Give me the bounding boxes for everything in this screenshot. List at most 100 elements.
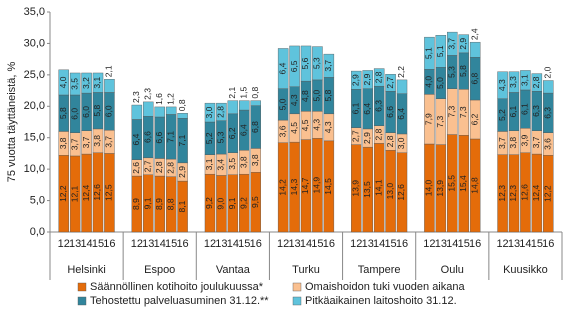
value-label: 13,9 <box>351 180 361 197</box>
value-label: 6,1 <box>520 103 530 115</box>
bar-segment <box>143 101 154 117</box>
legend-swatch <box>292 296 302 306</box>
value-label: 5,0 <box>277 98 287 110</box>
value-label: 5,8 <box>92 105 102 117</box>
x-tick-label: 13 <box>142 238 154 250</box>
value-label: 4,5 <box>300 119 310 131</box>
x-tick-label: 15 <box>311 238 323 250</box>
value-label: 2,8 <box>373 71 383 83</box>
value-label: 9,0 <box>216 198 226 210</box>
legend-swatch <box>77 296 87 306</box>
value-label: 2,7 <box>351 130 361 142</box>
value-label: 3,8 <box>508 137 518 149</box>
value-label: 5,6 <box>300 57 310 69</box>
x-tick-label: 15 <box>92 238 104 250</box>
value-label: 2,0 <box>543 66 553 78</box>
value-label: 3,8 <box>92 135 102 147</box>
value-label: 2,2 <box>396 66 406 78</box>
value-label: 5,8 <box>458 65 468 77</box>
value-label: 2,9 <box>351 74 361 86</box>
value-label: 12,6 <box>520 184 530 201</box>
value-label: 14,2 <box>277 179 287 196</box>
value-label: 3,7 <box>531 136 541 148</box>
value-label: 2,3 <box>143 88 153 100</box>
x-tick-label: 14 <box>227 238 239 250</box>
value-label: 12,4 <box>531 184 541 201</box>
bar-segment <box>81 72 92 94</box>
y-axis-label: 75 vuotta täyttäneistä, % <box>6 62 18 183</box>
value-label: 3,7 <box>81 136 91 148</box>
value-label: 5,8 <box>323 89 333 101</box>
y-tick-label: 30,0 <box>24 37 45 49</box>
bar-segment <box>396 79 408 94</box>
bar-segment <box>497 71 508 99</box>
value-label: 1,2 <box>165 93 175 105</box>
value-label: 2,8 <box>531 76 541 88</box>
x-tick-label: 13 <box>215 238 227 250</box>
value-label: 13,9 <box>435 180 445 197</box>
x-tick-label: 16 <box>542 238 554 250</box>
value-label: 7,3 <box>458 106 468 118</box>
bar-segment <box>104 79 115 93</box>
y-tick-label: 35,0 <box>24 6 45 18</box>
x-tick-label: 13 <box>288 238 300 250</box>
value-label: 2,3 <box>131 91 141 103</box>
value-label: 6,0 <box>104 105 114 117</box>
bar-segment <box>277 48 289 89</box>
value-label: 6,6 <box>143 131 153 143</box>
value-label: 6,3 <box>531 105 541 117</box>
value-label: 7,1 <box>177 134 187 146</box>
value-label: 4,3 <box>289 94 299 106</box>
value-label: 3,6 <box>277 125 287 137</box>
value-label: 2,4 <box>469 28 479 40</box>
value-label: 3,4 <box>216 159 226 171</box>
x-tick-label: 15 <box>238 238 250 250</box>
value-label: 8,1 <box>177 200 187 212</box>
value-label: 12,4 <box>81 184 91 201</box>
value-label: 6,8 <box>469 72 479 84</box>
bar-segment <box>520 70 531 91</box>
y-tick-label: 10,0 <box>24 163 45 175</box>
value-label: 14,3 <box>289 179 299 196</box>
value-label: 3,7 <box>104 136 114 148</box>
bar-segment <box>435 35 447 68</box>
value-label: 12,5 <box>104 184 114 201</box>
value-label: 13,0 <box>385 183 395 200</box>
value-label: 15,4 <box>458 175 468 192</box>
value-label: 14,1 <box>373 179 383 196</box>
value-label: 0,8 <box>250 87 260 99</box>
value-label: 4,8 <box>300 90 310 102</box>
value-label: 12,1 <box>69 185 79 202</box>
x-tick-label: 16 <box>250 238 262 250</box>
value-label: 5,3 <box>447 66 457 78</box>
group-label: Vantaa <box>216 264 251 276</box>
group-label: Turku <box>292 264 320 276</box>
value-label: 8,9 <box>131 198 141 210</box>
value-label: 9,1 <box>143 197 153 209</box>
x-tick-label: 16 <box>176 238 188 250</box>
value-label: 6,2 <box>227 127 237 139</box>
x-tick-label: 12 <box>350 238 362 250</box>
x-tick-label: 13 <box>435 238 447 250</box>
value-label: 6,6 <box>385 106 395 118</box>
value-label: 4,3 <box>323 121 333 133</box>
value-label: 3,5 <box>227 158 237 170</box>
x-tick-label: 13 <box>362 238 374 250</box>
bar-segment <box>289 45 300 87</box>
x-tick-label: 12 <box>277 238 289 250</box>
value-label: 5,0 <box>435 77 445 89</box>
x-tick-label: 13 <box>69 238 81 250</box>
value-label: 2,1 <box>104 65 114 77</box>
value-label: 6,6 <box>154 132 164 144</box>
value-label: 5,8 <box>58 107 68 119</box>
value-label: 9,5 <box>250 196 260 208</box>
value-label: 14,7 <box>300 177 310 194</box>
y-tick-label: 25,0 <box>24 69 45 81</box>
value-label: 3,7 <box>323 60 333 72</box>
value-label: 2,8 <box>216 106 226 118</box>
bar-segment <box>351 70 362 90</box>
value-label: 4,5 <box>289 122 299 134</box>
x-tick-label: 16 <box>103 238 115 250</box>
value-label: 6,4 <box>239 124 249 136</box>
value-label: 1,5 <box>239 87 249 99</box>
